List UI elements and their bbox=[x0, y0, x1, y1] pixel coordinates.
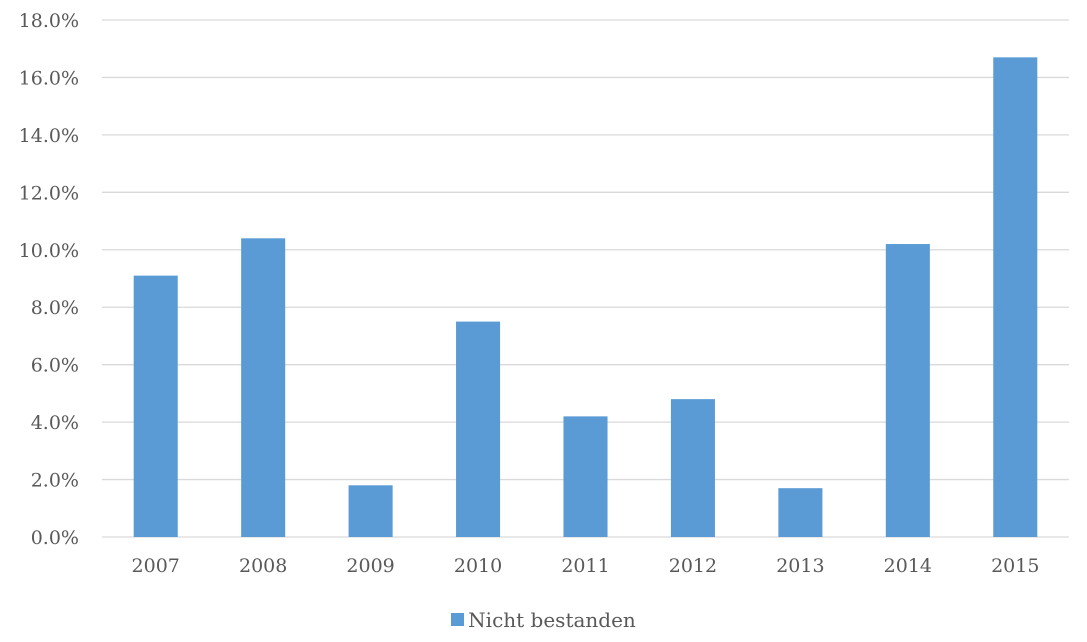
y-tick-label: 14.0% bbox=[19, 125, 79, 147]
bar-2015 bbox=[993, 57, 1038, 537]
x-axis-tick-labels: 2007 2008 2009 2010 2011 2012 2013 2014 2015 bbox=[132, 555, 1040, 577]
x-tick-label: 2010 bbox=[454, 555, 502, 577]
y-tick-label: 8.0% bbox=[31, 297, 79, 319]
bar-2013 bbox=[778, 488, 823, 537]
x-tick-label: 2007 bbox=[132, 555, 180, 577]
y-tick-label: 16.0% bbox=[19, 67, 79, 89]
y-tick-label: 10.0% bbox=[19, 240, 79, 262]
bar-2014 bbox=[885, 244, 930, 538]
x-tick-label: 2013 bbox=[776, 555, 824, 577]
legend: Nicht bestanden bbox=[0, 606, 1087, 634]
x-tick-label: 2011 bbox=[561, 555, 609, 577]
y-tick-label: 18.0% bbox=[19, 10, 79, 32]
y-tick-label: 12.0% bbox=[19, 182, 79, 204]
x-tick-label: 2008 bbox=[239, 555, 287, 577]
bar-chart: 0.0% 2.0% 4.0% 6.0% 8.0% 10.0% 12.0% 14.0% 16.0%… bbox=[19, 10, 1069, 577]
bars bbox=[133, 57, 1038, 538]
y-tick-label: 6.0% bbox=[31, 355, 79, 377]
y-tick-label: 0.0% bbox=[31, 527, 79, 549]
x-tick-label: 2014 bbox=[884, 555, 932, 577]
y-tick-label: 2.0% bbox=[31, 470, 79, 492]
bar-2007 bbox=[133, 275, 178, 537]
bar-2009 bbox=[348, 485, 393, 537]
y-tick-label: 4.0% bbox=[31, 412, 79, 434]
x-tick-label: 2015 bbox=[991, 555, 1039, 577]
legend-swatch bbox=[451, 613, 465, 626]
bar-2010 bbox=[456, 321, 501, 537]
bar-2008 bbox=[241, 238, 286, 538]
bar-2011 bbox=[563, 416, 608, 537]
y-axis-tick-labels: 0.0% 2.0% 4.0% 6.0% 8.0% 10.0% 12.0% 14.0% 16.0%… bbox=[19, 10, 79, 549]
bar-2012 bbox=[670, 399, 715, 537]
legend-label: Nicht bestanden bbox=[468, 608, 636, 632]
x-tick-label: 2012 bbox=[669, 555, 717, 577]
x-tick-label: 2009 bbox=[346, 555, 394, 577]
